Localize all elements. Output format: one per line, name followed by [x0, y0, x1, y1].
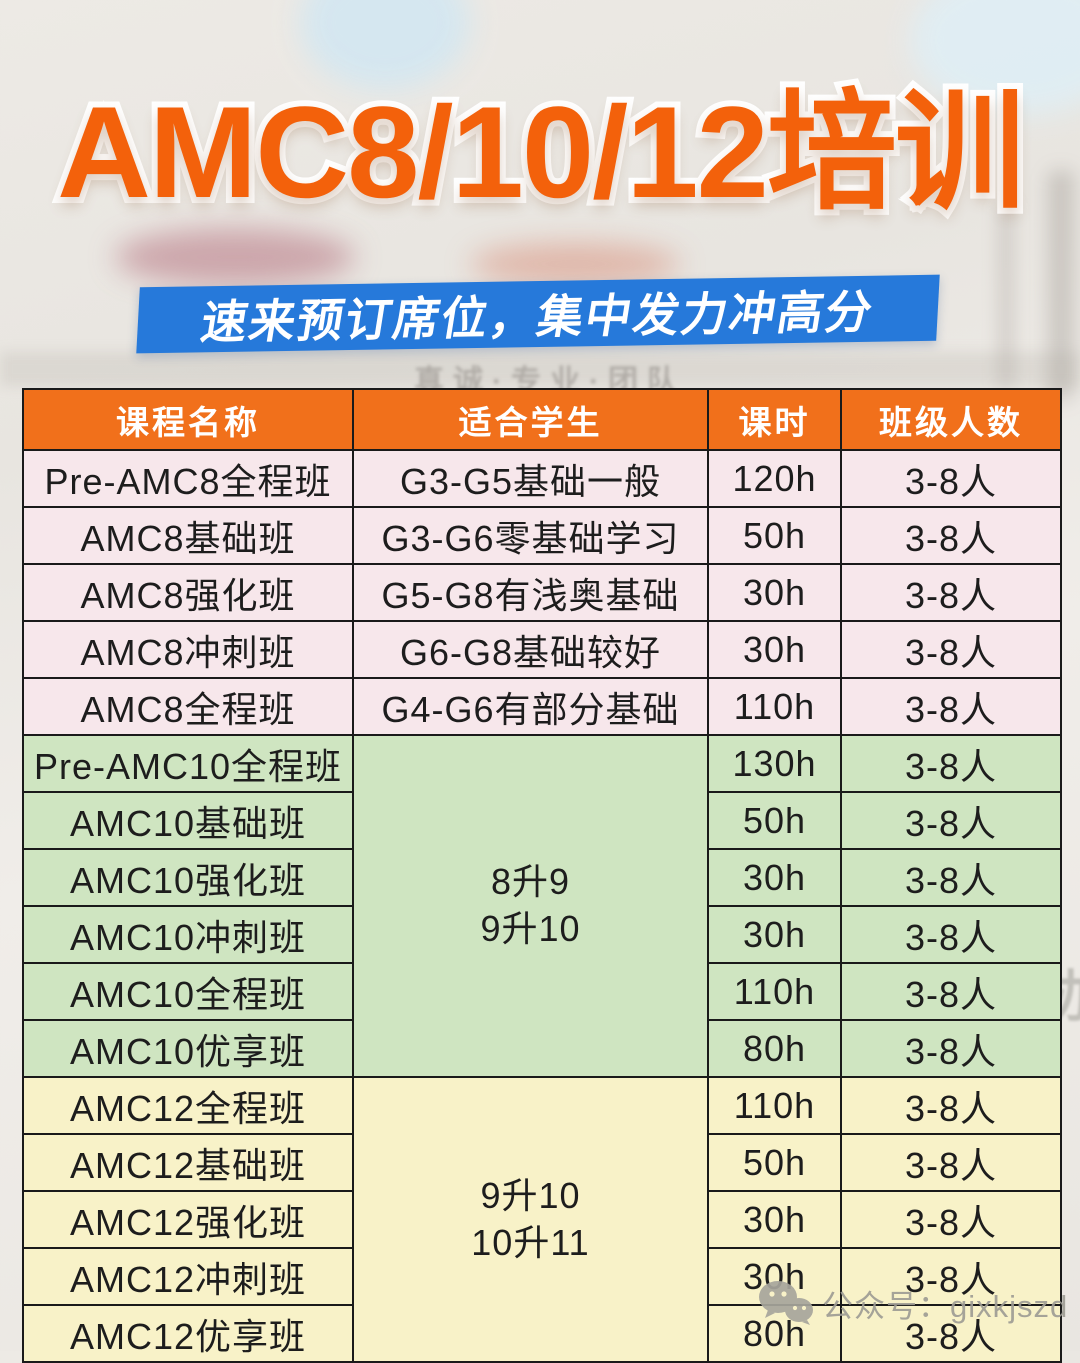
hours-cell: 30h	[707, 563, 842, 622]
course-cell: AMC8强化班	[22, 563, 354, 622]
course-cell: AMC12全程班	[22, 1076, 354, 1135]
table-row: AMC10强化班 30h 3-8人	[22, 848, 1062, 907]
size-cell: 3-8人	[840, 791, 1062, 850]
table-row: AMC10全程班 110h 3-8人	[22, 962, 1062, 1021]
table-row: AMC8冲刺班 G6-G8基础较好 30h 3-8人	[22, 620, 1062, 679]
size-cell: 3-8人	[840, 1190, 1062, 1249]
header-suitable-students: 适合学生	[352, 388, 709, 451]
course-cell: AMC10强化班	[22, 848, 354, 907]
table-row: Pre-AMC10全程班 8升9 9升10 130h 3-8人	[22, 734, 1062, 1078]
hours-cell: 30h	[707, 1190, 842, 1249]
size-cell: 3-8人	[840, 734, 1062, 793]
size-cell: 3-8人	[840, 1247, 1062, 1306]
table-row: AMC10冲刺班 30h 3-8人	[22, 905, 1062, 964]
course-cell: AMC12冲刺班	[22, 1247, 354, 1306]
students-cell: G3-G5基础一般	[352, 449, 709, 508]
hours-cell: 30h	[707, 620, 842, 679]
poster-title: AMC8/10/12培训	[51, 73, 1031, 231]
background-photo-band	[0, 352, 1080, 386]
table-row: AMC10基础班 50h 3-8人	[22, 791, 1062, 850]
hours-cell: 30h	[707, 848, 842, 907]
table-row: AMC8全程班 G4-G6有部分基础 110h 3-8人	[22, 677, 1062, 736]
merged-line: 10升11	[471, 1221, 590, 1263]
table-row: AMC12全程班 9升10 10升11 110h 3-8人	[22, 1076, 1062, 1363]
table-row: AMC8基础班 G3-G6零基础学习 50h 3-8人	[22, 506, 1062, 565]
hours-cell: 50h	[707, 506, 842, 565]
course-cell: Pre-AMC10全程班	[22, 734, 354, 793]
hours-cell: 110h	[707, 1076, 842, 1135]
course-cell: AMC10优享班	[22, 1019, 354, 1078]
course-cell: Pre-AMC8全程班	[22, 449, 354, 508]
size-cell: 3-8人	[840, 677, 1062, 736]
course-cell: AMC8全程班	[22, 677, 354, 736]
students-cell: G4-G6有部分基础	[352, 677, 709, 736]
size-cell: 3-8人	[840, 962, 1062, 1021]
header-class-size: 班级人数	[840, 388, 1062, 451]
background-blur-flowers	[115, 228, 355, 286]
promo-banner: 速来预订席位，集中发力冲高分	[136, 274, 940, 354]
table-row: AMC12基础班 50h 3-8人	[22, 1133, 1062, 1192]
course-cell: AMC10全程班	[22, 962, 354, 1021]
header-class-hours: 课时	[707, 388, 842, 451]
watermark-text: 公众号：gixkjszd	[822, 1288, 1069, 1324]
size-cell: 3-8人	[840, 563, 1062, 622]
students-cell: G6-G8基础较好	[352, 620, 709, 679]
students-merged-cell: 9升10 10升11	[352, 1076, 709, 1363]
hours-cell: 120h	[707, 449, 842, 508]
hours-cell: 110h	[707, 962, 842, 1021]
size-cell: 3-8人	[840, 848, 1062, 907]
table-row: AMC8强化班 G5-G8有浅奥基础 30h 3-8人	[22, 563, 1062, 622]
background-blur-sign	[470, 243, 680, 285]
merged-line: 8升9	[490, 861, 571, 903]
course-cell: AMC12优享班	[22, 1304, 354, 1363]
hours-cell: 50h	[707, 791, 842, 850]
promo-banner-text: 速来预订席位，集中发力冲高分	[197, 285, 878, 349]
size-cell: 3-8人	[840, 449, 1062, 508]
size-cell: 3-8人	[840, 1076, 1062, 1135]
course-cell: AMC8基础班	[22, 506, 354, 565]
size-cell: 3-8人	[840, 1019, 1062, 1078]
watermark: 公众号：gixkjszd	[758, 1280, 1068, 1326]
students-cell: G5-G8有浅奥基础	[352, 563, 709, 622]
header-row: 课程名称 适合学生 课时 班级人数	[22, 388, 1062, 451]
wechat-icon	[759, 1281, 813, 1325]
size-cell: 3-8人	[840, 905, 1062, 964]
background-window-frame	[998, 200, 1014, 390]
course-cell: AMC12强化班	[22, 1190, 354, 1249]
students-cell: G3-G6零基础学习	[352, 506, 709, 565]
hours-cell: 110h	[707, 677, 842, 736]
table-row: AMC10优享班 80h 3-8人	[22, 1019, 1062, 1078]
hours-cell: 30h	[707, 905, 842, 964]
size-cell: 3-8人	[840, 620, 1062, 679]
hours-cell: 50h	[707, 1133, 842, 1192]
merged-line: 9升10	[480, 908, 581, 949]
size-cell: 3-8人	[840, 1133, 1062, 1192]
course-cell: AMC12基础班	[22, 1133, 354, 1192]
course-table: 课程名称 适合学生 课时 班级人数 Pre-AMC8全程班 G3-G5基础一般 …	[22, 388, 1062, 1363]
size-cell: 3-8人	[840, 506, 1062, 565]
table-row: Pre-AMC8全程班 G3-G5基础一般 120h 3-8人	[22, 449, 1062, 508]
course-cell: AMC8冲刺班	[22, 620, 354, 679]
background-window-frame	[1048, 170, 1074, 400]
course-cell: AMC10基础班	[22, 791, 354, 850]
header-course-name: 课程名称	[22, 388, 354, 451]
hours-cell: 80h	[707, 1019, 842, 1078]
students-merged-cell: 8升9 9升10	[352, 734, 709, 1078]
hours-cell: 130h	[707, 734, 842, 793]
table-row: AMC12强化班 30h 3-8人	[22, 1190, 1062, 1249]
course-cell: AMC10冲刺班	[22, 905, 354, 964]
merged-line: 9升10	[480, 1174, 581, 1216]
